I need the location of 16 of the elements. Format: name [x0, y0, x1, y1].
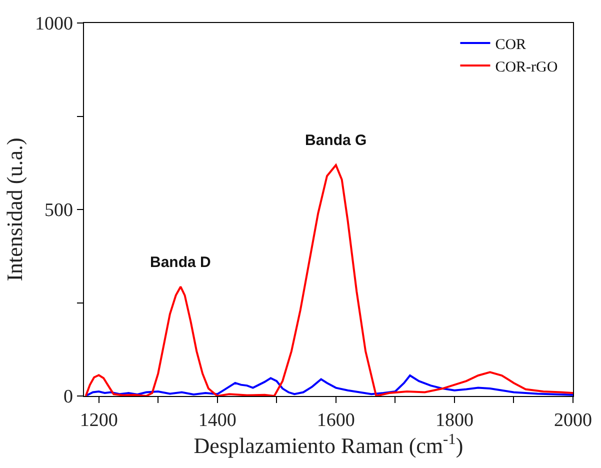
annotation: Banda D	[150, 254, 212, 271]
y-tick-label: 1000	[35, 14, 74, 35]
y-tick-label: 500	[44, 200, 74, 222]
line-series	[86, 374, 573, 396]
line-series	[84, 164, 573, 396]
x-tick-label: 1600	[316, 410, 355, 431]
legend-label: COR-rGO	[495, 59, 558, 76]
x-tick-label: 1200	[80, 410, 118, 431]
y-tick-label: 0	[64, 386, 74, 408]
x-tick-label: 1800	[435, 410, 474, 431]
x-tick-label: 2000	[554, 410, 592, 431]
x-tick-label: 1400	[198, 410, 236, 431]
annotation: Banda G	[305, 132, 367, 149]
legend-label: COR	[495, 36, 526, 53]
y-axis-title: Intensidad (u.a.)	[2, 138, 27, 282]
x-axis-title: Desplazamiento Raman (cm$^{-1}$)	[194, 430, 464, 458]
